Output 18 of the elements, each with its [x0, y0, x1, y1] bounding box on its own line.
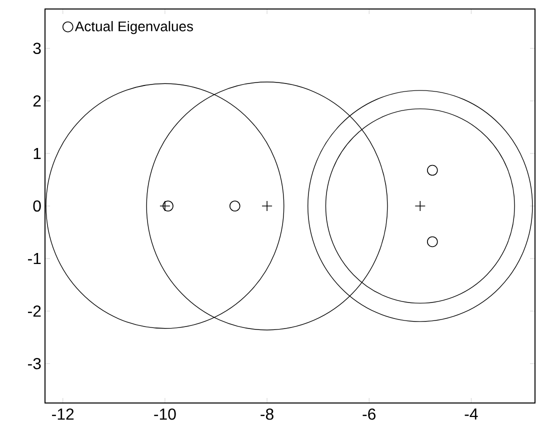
x-tick-label: -8 [260, 408, 274, 420]
x-tick-label: -4 [464, 408, 478, 420]
y-tick-label: 3 [33, 42, 41, 54]
x-tick-label: -10 [154, 408, 176, 420]
point [46, 83, 284, 329]
y-tick-label: 2 [33, 95, 41, 106]
point [427, 164, 438, 176]
y-tick-label: -3 [28, 358, 41, 370]
x-tick-label: -6 [362, 408, 376, 420]
y-tick-label: -1 [28, 253, 41, 264]
point [427, 236, 438, 248]
x-tick-label: -12 [52, 408, 74, 420]
y-tick-label: -2 [28, 306, 41, 317]
y-tick-label: 1 [34, 148, 41, 159]
point [162, 200, 174, 212]
legend-label: Actual Eigenvalues [74, 21, 193, 34]
y-tick-label: 0 [33, 200, 41, 212]
point [229, 200, 240, 212]
